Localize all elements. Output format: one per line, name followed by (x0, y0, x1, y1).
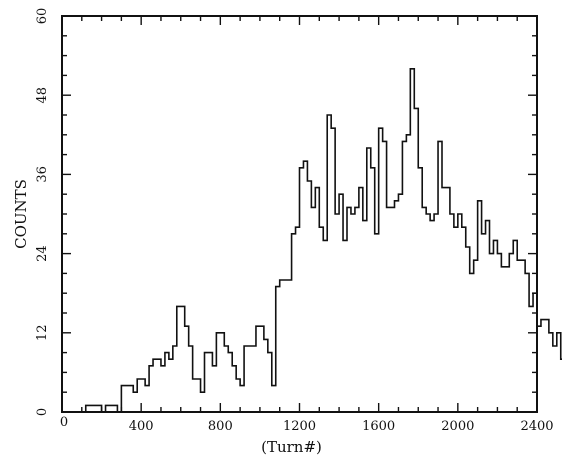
y-tick-label: 48 (35, 87, 50, 104)
x-tick-label: 800 (208, 419, 233, 434)
x-tick-label: 400 (129, 419, 154, 434)
histogram-step-line (62, 68, 562, 413)
y-tick-labels: 0 12 24 36 48 60 (35, 8, 50, 416)
x-tick-label: 2400 (520, 419, 553, 434)
plot-frame (61, 15, 538, 413)
y-tick-label: 12 (35, 325, 50, 342)
y-axis-title: COUNTS (12, 179, 30, 249)
y-tick-label: 60 (35, 8, 50, 25)
x-tick-label: 0 (60, 415, 68, 430)
x-axis-title: (Turn#) (261, 438, 322, 456)
x-tick-label: 2000 (441, 419, 474, 434)
x-tick-label: 1200 (283, 419, 316, 434)
x-tick-label: 1600 (362, 419, 395, 434)
y-tick-label: 0 (35, 408, 50, 416)
x-tick-labels: 0 400 800 1200 1600 2000 2400 (60, 415, 554, 434)
y-tick-label: 36 (35, 166, 50, 183)
y-tick-label: 24 (35, 245, 50, 262)
